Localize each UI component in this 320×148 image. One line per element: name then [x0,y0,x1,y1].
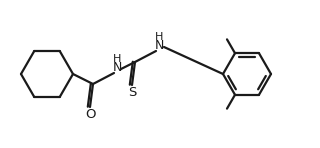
Text: O: O [85,108,95,122]
Text: N: N [154,38,164,52]
Text: H: H [113,54,121,64]
Text: N: N [112,61,122,74]
Text: S: S [128,86,136,99]
Text: H: H [155,32,163,42]
